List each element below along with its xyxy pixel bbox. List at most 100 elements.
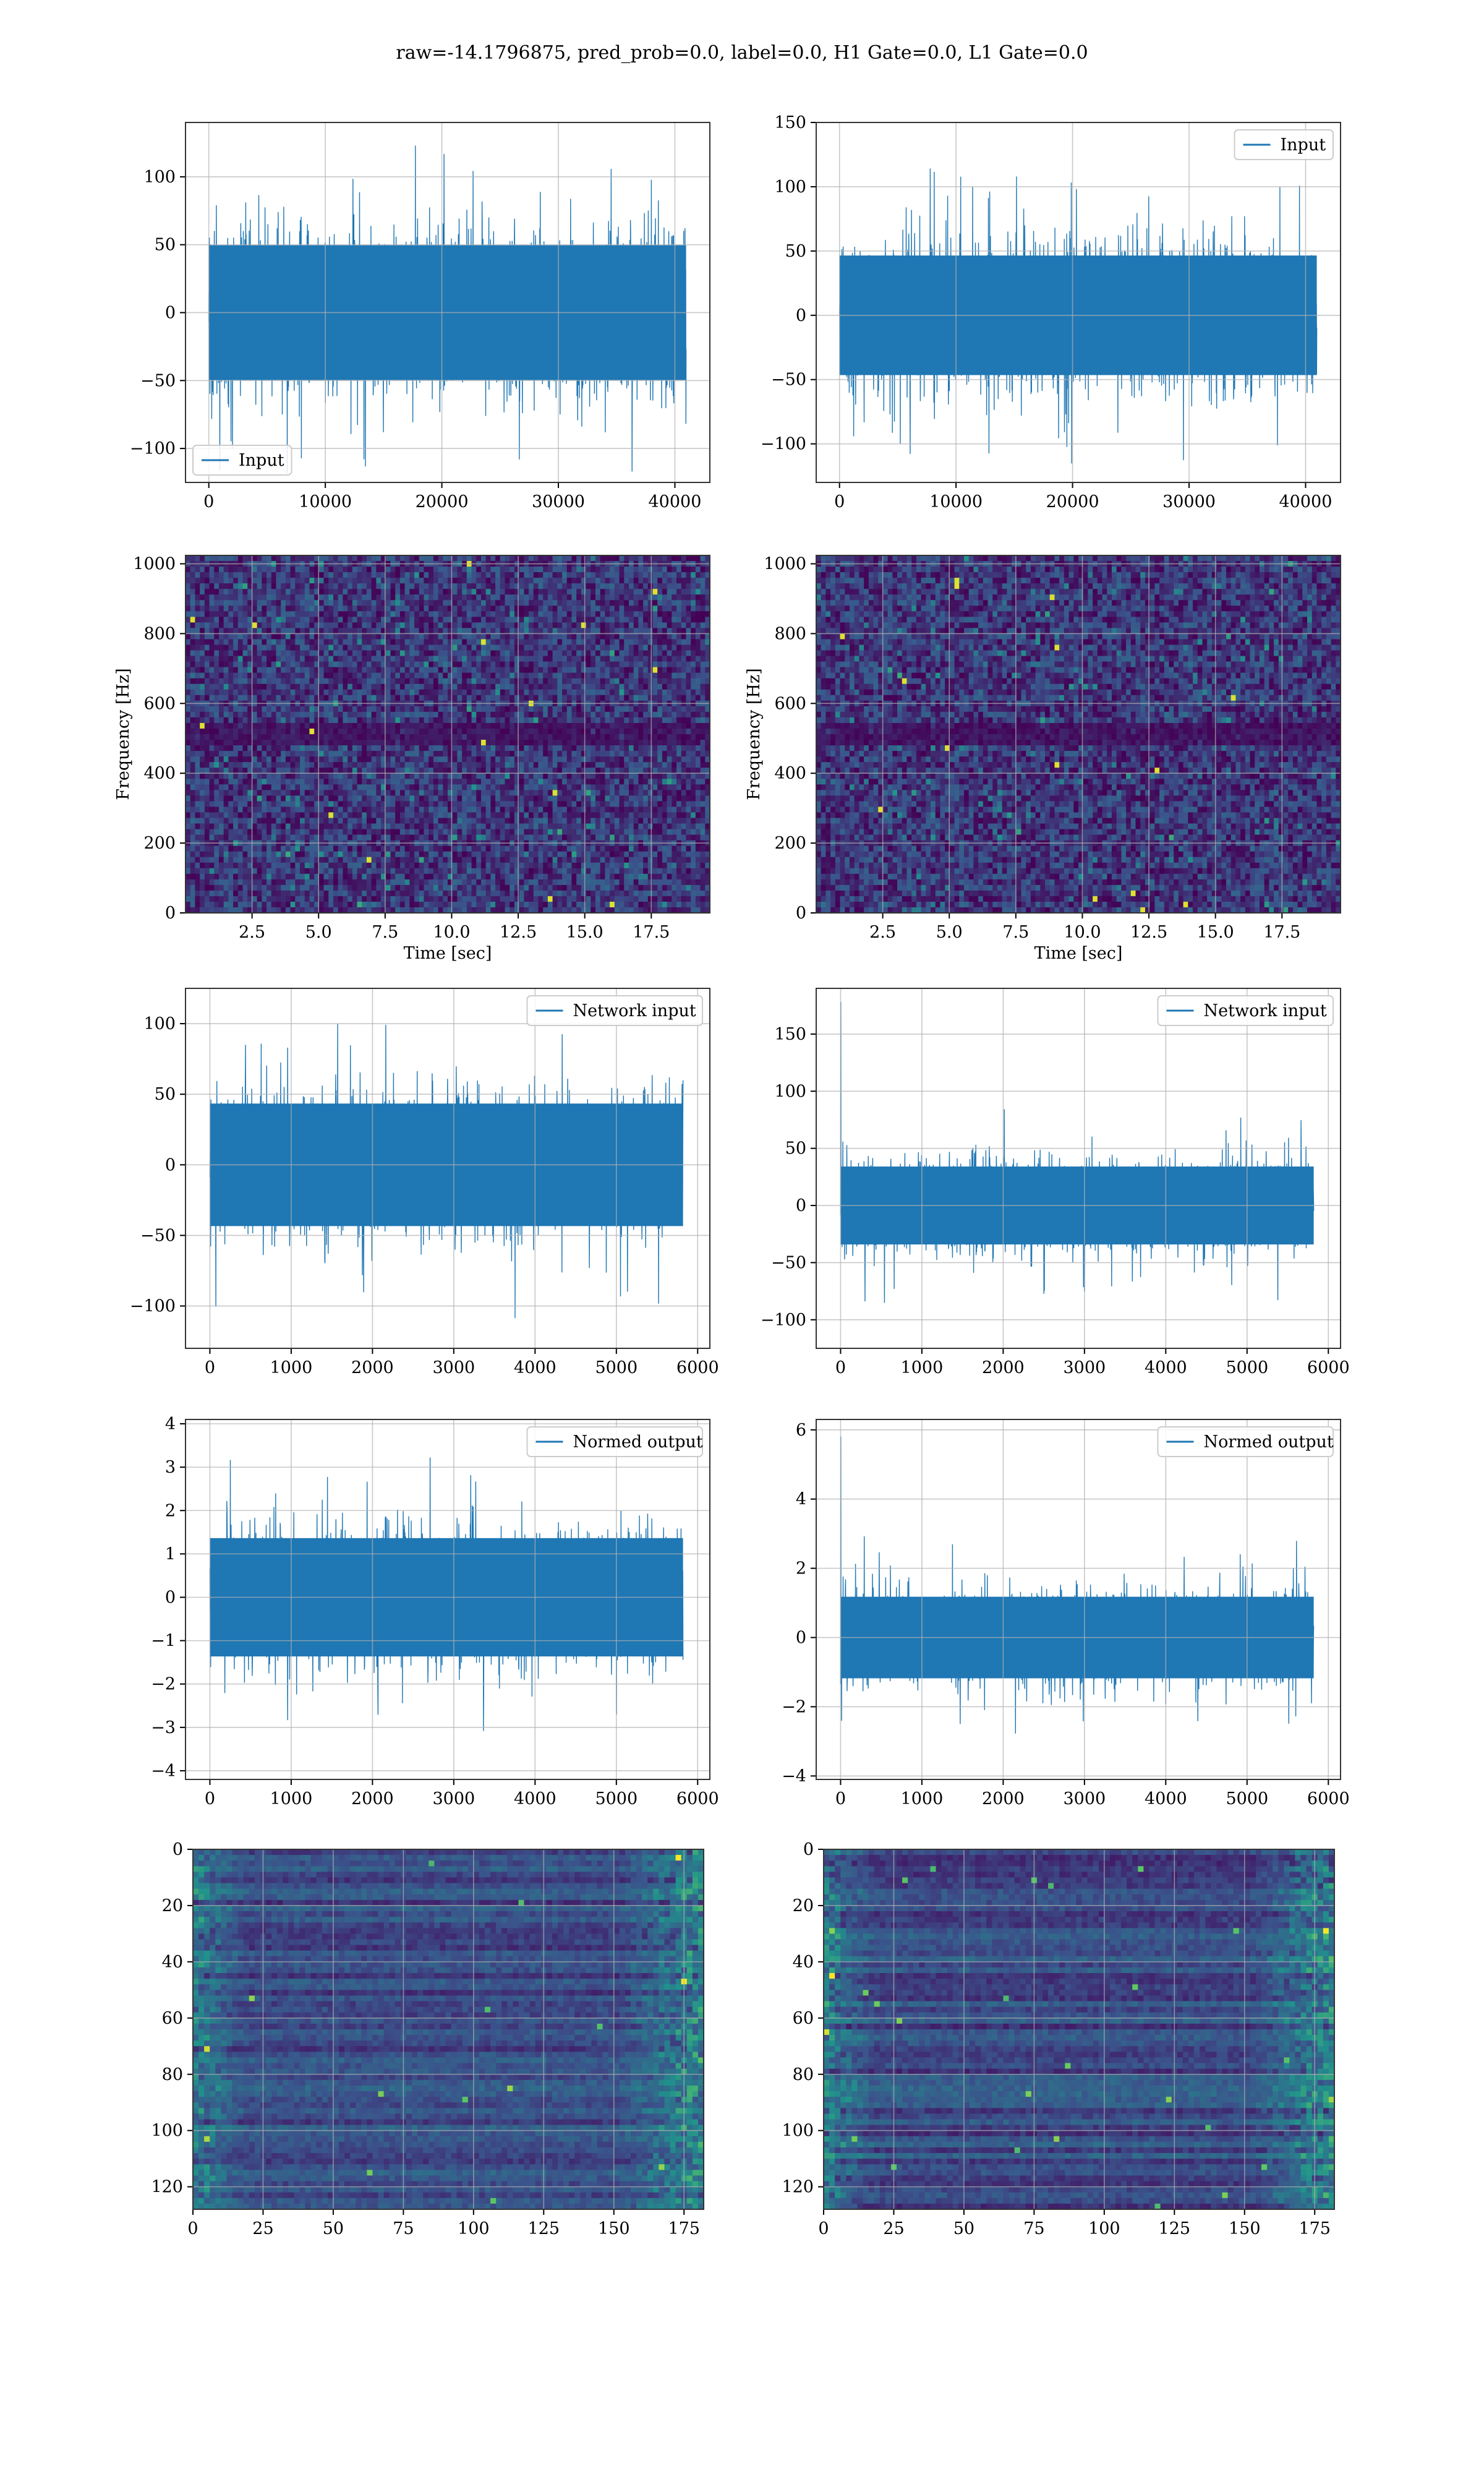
heatmap-cell [290,689,296,696]
heatmap-cell [295,728,301,735]
heatmap-cell [695,611,701,617]
heatmap-cell [586,650,591,657]
heatmap-cell [676,768,682,774]
heatmap-cell [605,751,610,757]
heatmap-cell [385,617,391,623]
heatmap-cell [186,678,191,685]
heatmap-cell [686,672,691,679]
heatmap-cell [448,611,453,617]
heatmap-cell [495,728,501,735]
heatmap-cell [657,695,663,701]
heatmap-cell [218,600,224,606]
heatmap-cell [662,606,668,612]
heatmap-cell [452,790,458,796]
heatmap-cell [562,745,568,751]
heatmap-cell [605,711,610,718]
heatmap-cell [643,594,649,601]
heatmap-cell [495,583,501,589]
heatmap-cell [314,606,320,612]
heatmap-cell [595,661,601,668]
heatmap-cell [404,722,410,729]
heatmap-cell [466,672,472,679]
heatmap-cell [624,583,629,589]
heatmap-cell [519,706,524,713]
heatmap-cell [343,695,348,701]
heatmap-cell [242,678,248,685]
heatmap-cell [404,678,410,685]
heatmap-cell [600,639,605,646]
heatmap-cell [204,672,210,679]
heatmap-cell [566,795,573,802]
heatmap-cell [271,717,277,724]
heatmap-cell [214,667,220,674]
heatmap-cell [485,606,491,612]
heatmap-cell [233,583,239,589]
heatmap-cell [271,706,277,713]
heatmap-cell [247,740,253,746]
heatmap-cell [414,594,420,601]
heatmap-cell [233,745,239,751]
heatmap-cell [323,762,329,768]
heatmap-cell [495,683,501,690]
heatmap-cell [480,795,487,802]
heatmap-cell [480,644,487,651]
heatmap-cell [281,567,286,573]
heatmap-cell [328,633,334,640]
heatmap-cell [485,683,491,690]
heatmap-cell [462,745,467,751]
heatmap-cell [300,650,305,657]
heatmap-cell [295,594,301,601]
heatmap-cell [443,667,448,674]
heatmap-cell [385,784,391,790]
heatmap-cell [304,661,310,668]
heatmap-cell [433,790,439,796]
heatmap-cell [605,578,610,584]
heatmap-cell [200,656,205,662]
heatmap-cell [566,578,573,584]
heatmap-cell [476,728,482,735]
heatmap-cell [633,678,639,685]
heatmap-cell [376,779,382,785]
heatmap-cell [657,661,663,668]
heatmap-cell [424,594,429,601]
heatmap-cell [557,661,563,668]
heatmap-cell [667,706,672,713]
heatmap-cell [686,661,691,668]
h1-spectrogram-panel: 2.5 5.0 7.5 10.0 12.5 15.0 17.5020040060080010… [114,555,710,963]
heatmap-cell [333,795,339,802]
heatmap-cell [457,628,463,635]
heatmap-cell [610,779,615,785]
heatmap-cell [328,567,334,573]
heatmap-cell [318,583,325,589]
heatmap-cell [404,639,410,646]
heatmap-cell [424,689,429,696]
heatmap-cell [485,583,491,589]
heatmap-cell [333,600,339,606]
heatmap-cell [343,633,348,640]
heatmap-cell [318,661,325,668]
heatmap-cell [333,717,339,724]
heatmap-cell [366,795,372,802]
heatmap-cell [395,644,401,651]
heatmap-cell [667,650,672,657]
heatmap-cell [276,689,281,696]
heatmap-cell [624,756,629,763]
heatmap-cell [591,572,596,578]
heatmap-cell [214,622,220,629]
heatmap-cell [643,790,649,796]
heatmap-cell [285,644,291,651]
heatmap-cell [290,672,296,679]
heatmap-cell [247,711,253,718]
heatmap-cell [443,784,448,790]
heatmap-cell [424,768,429,774]
heatmap-cell [233,600,239,606]
heatmap-cell [276,650,281,657]
heatmap-cell [385,717,391,724]
heatmap-cell [452,706,458,713]
heatmap-cell [190,594,196,601]
heatmap-cell [309,795,315,802]
heatmap-cell [505,661,510,668]
heatmap-cell [667,722,672,729]
heatmap-cell [657,644,663,651]
heatmap-cell [190,728,196,735]
